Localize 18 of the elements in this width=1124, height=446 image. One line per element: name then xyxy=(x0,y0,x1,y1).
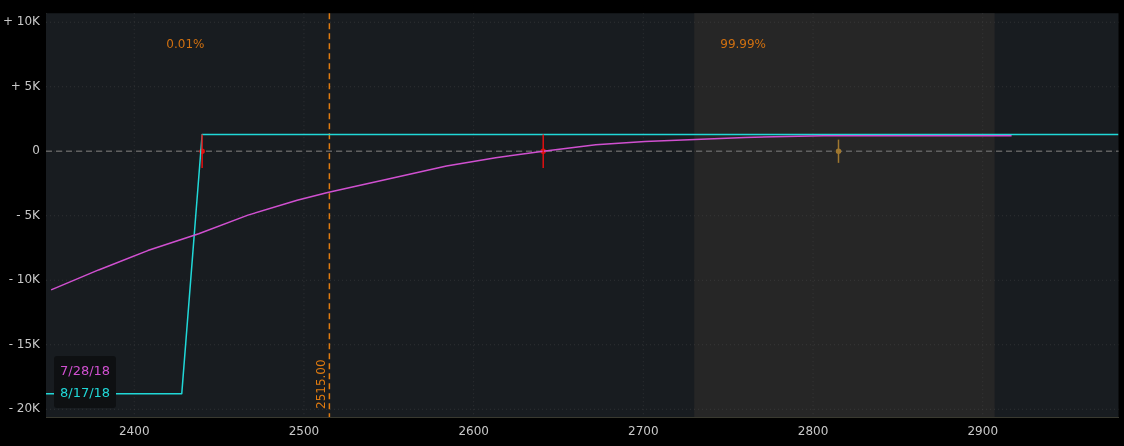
y-tick-label: + 10K xyxy=(2,14,42,29)
x-tick-label: 2900 xyxy=(967,424,999,439)
annotation: 0.01% xyxy=(166,37,205,52)
x-tick-label: 2700 xyxy=(628,424,659,439)
y-tick-label: - 10K xyxy=(8,272,42,287)
y-tick-label: - 15K xyxy=(8,336,42,351)
x-tick-label: 2400 xyxy=(118,424,150,439)
text: 7/28/18 xyxy=(60,362,111,380)
x-tick-label: 2600 xyxy=(458,424,489,439)
ref-line-label: 2515.00 xyxy=(313,359,328,409)
x-tick-label: 2800 xyxy=(797,424,829,439)
x-tick-label: 2500 xyxy=(288,424,320,439)
y-tick-label: + 5K xyxy=(10,78,42,93)
annotation: 99.99% xyxy=(720,37,767,52)
y-tick-label: - 5K xyxy=(16,207,42,222)
y-tick-label: 0 xyxy=(32,143,40,158)
y-tick-label: - 20K xyxy=(8,401,42,416)
series-label: 8/17/18 xyxy=(60,384,111,402)
